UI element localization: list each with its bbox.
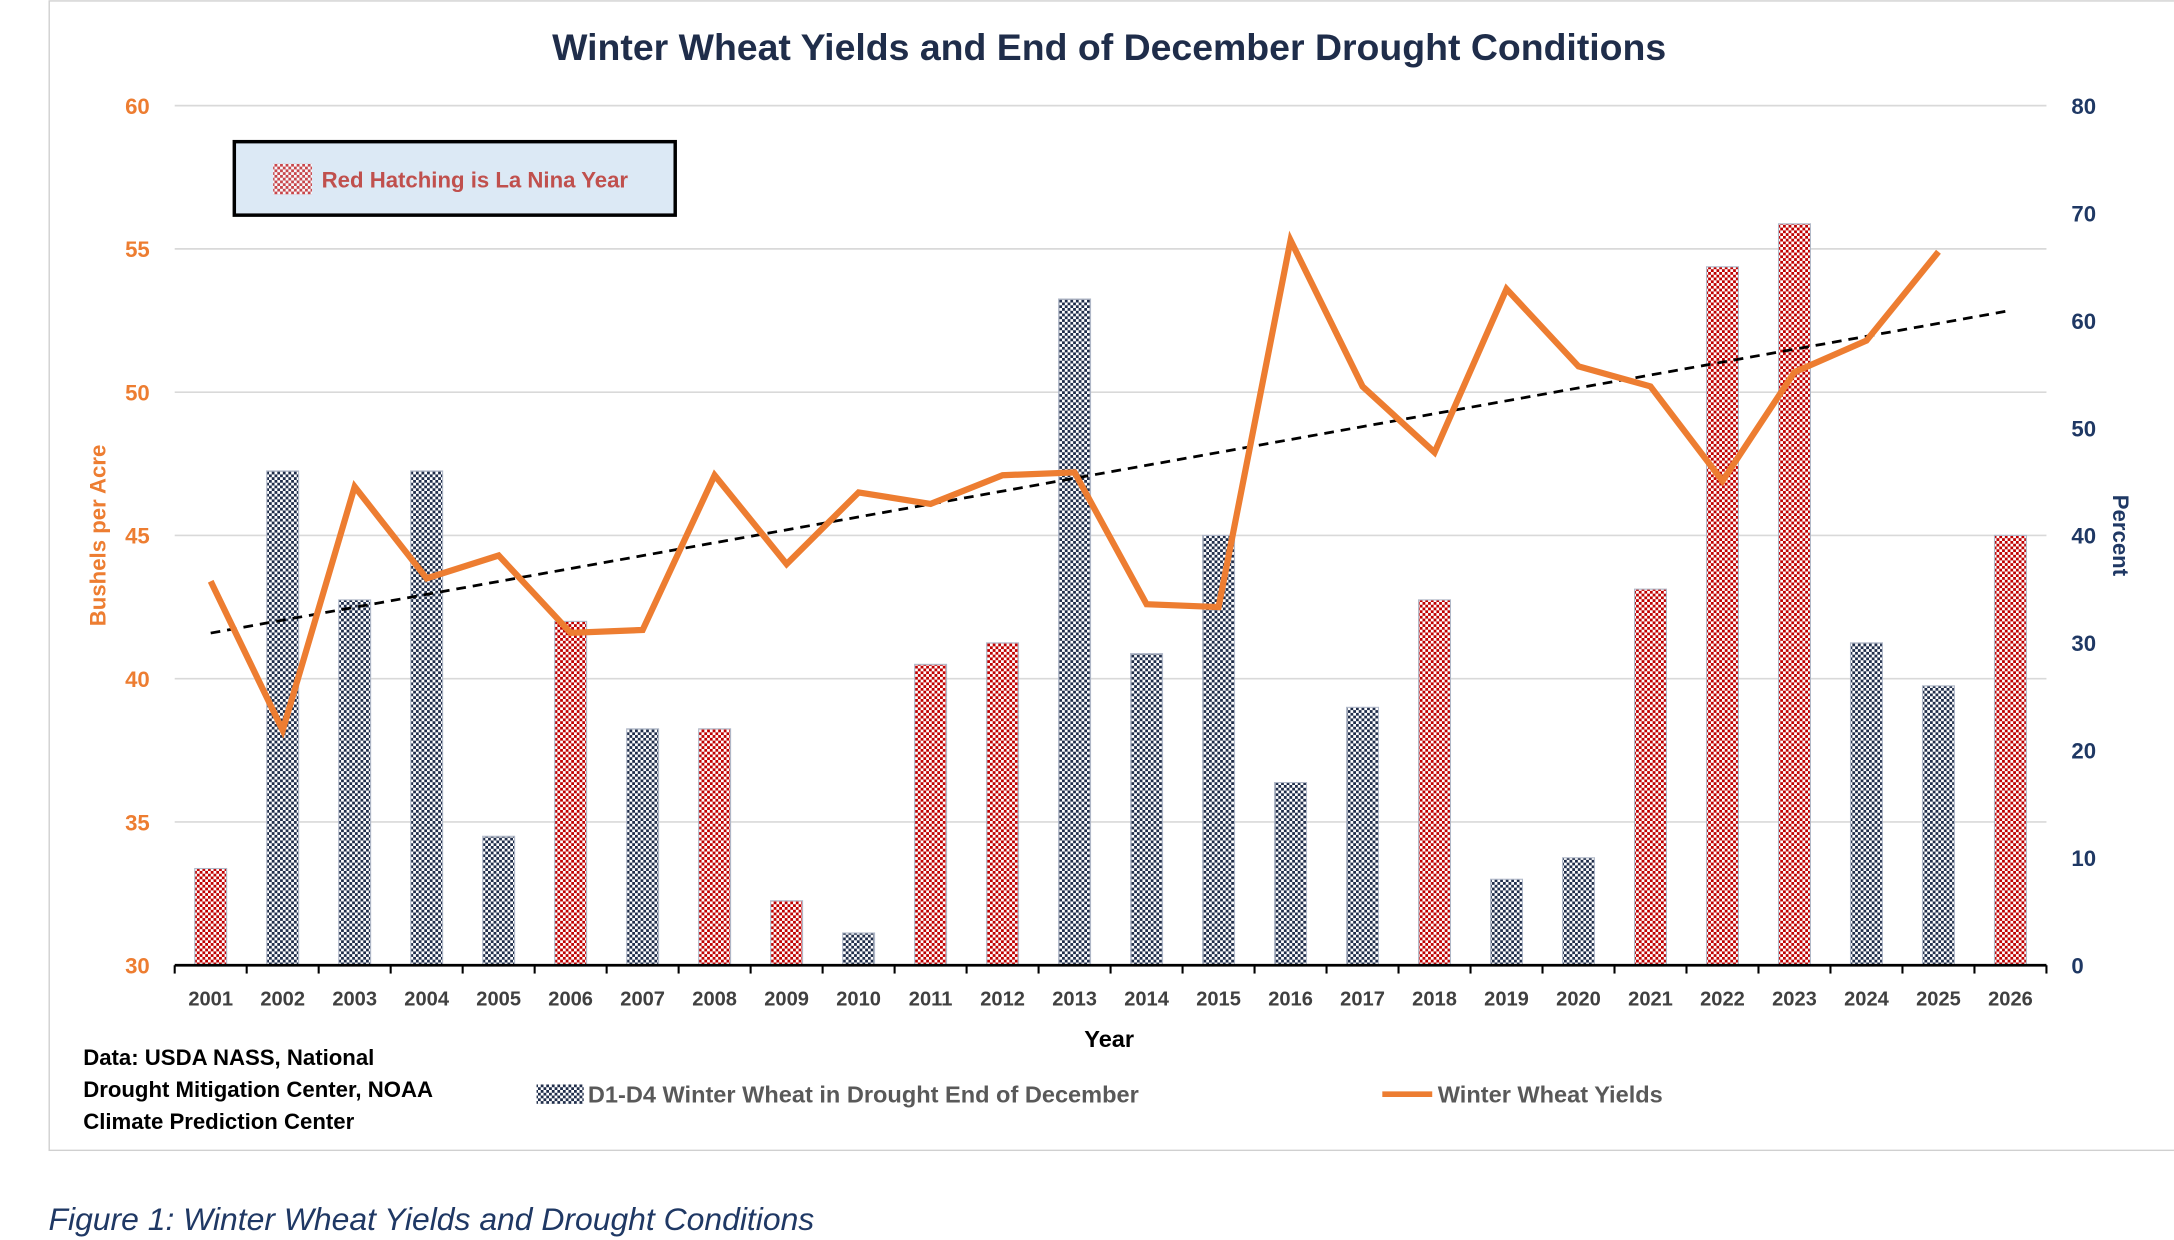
source-line-2: Drought Mitigation Center, NOAA — [83, 1077, 433, 1102]
legend: D1-D4 Winter Wheat in Drought End of Dec… — [536, 1081, 1663, 1107]
y-axis-right-label: Percent — [2108, 495, 2133, 577]
y-left-tick-label: 45 — [125, 524, 150, 549]
bar-2001 — [194, 867, 228, 966]
bar-2010 — [842, 932, 876, 966]
x-tick-label: 2007 — [620, 988, 665, 1010]
y-right-tick-label: 50 — [2071, 416, 2096, 441]
bar-2009 — [770, 900, 804, 966]
y-axis-left-label: Bushels per Acre — [85, 445, 110, 627]
legend-bar-swatch-icon — [536, 1084, 584, 1104]
y-right-tick-label: 10 — [2071, 846, 2096, 871]
x-tick-label: 2009 — [764, 988, 809, 1010]
figure-caption: Figure 1: Winter Wheat Yields and Drough… — [49, 1201, 815, 1237]
x-tick-label: 2018 — [1412, 988, 1457, 1010]
x-tick-label: 2017 — [1340, 988, 1385, 1010]
legend-line-label: Winter Wheat Yields — [1438, 1081, 1663, 1107]
bar-2022 — [1705, 266, 1739, 966]
x-tick-label: 2002 — [260, 988, 305, 1010]
x-tick-label: 2012 — [980, 988, 1025, 1010]
chart-title: Winter Wheat Yields and End of December … — [552, 26, 1666, 68]
x-tick-label: 2025 — [1916, 988, 1961, 1010]
y-right-tick-label: 70 — [2071, 201, 2096, 226]
y-right-tick-label: 20 — [2071, 739, 2096, 764]
bar-2014 — [1130, 653, 1164, 966]
x-tick-label: 2026 — [1988, 988, 2033, 1010]
bar-2020 — [1562, 857, 1596, 966]
bar-2011 — [914, 663, 948, 966]
red-hatch-swatch-icon — [273, 163, 312, 195]
la-nina-annotation: Red Hatching is La Nina Year — [232, 139, 677, 217]
y-left-tick-label: 40 — [125, 667, 150, 692]
yield-trendline — [210, 309, 2011, 635]
y-right-tick-label: 40 — [2071, 524, 2096, 549]
x-tick-label: 2019 — [1484, 988, 1529, 1010]
x-tick-label: 2024 — [1844, 988, 1890, 1010]
source-line-1: Data: USDA NASS, National — [83, 1045, 374, 1070]
x-tick-label: 2011 — [909, 988, 953, 1010]
bar-2019 — [1490, 878, 1524, 966]
bar-2017 — [1346, 706, 1380, 966]
x-tick-label: 2020 — [1556, 988, 1601, 1010]
y-left-tick-label: 30 — [125, 954, 150, 979]
x-tick-label: 2001 — [188, 988, 233, 1010]
bar-2006 — [554, 620, 588, 966]
x-tick-label: 2006 — [548, 988, 593, 1010]
y-right-tick-label: 80 — [2071, 94, 2096, 119]
x-tick-label: 2014 — [1124, 988, 1170, 1010]
bar-2025 — [1921, 685, 1955, 966]
x-tick-label: 2021 — [1628, 988, 1673, 1010]
y-right-tick-label: 30 — [2071, 631, 2096, 656]
bar-2013 — [1058, 298, 1092, 966]
bar-2005 — [482, 835, 516, 966]
x-tick-label: 2008 — [692, 988, 737, 1010]
bar-2021 — [1633, 588, 1667, 966]
y-right-tick-label: 60 — [2071, 309, 2096, 334]
y-left-tick-label: 55 — [125, 237, 150, 262]
x-tick-label: 2005 — [476, 988, 521, 1010]
x-tick-label: 2022 — [1700, 988, 1745, 1010]
bar-2023 — [1777, 223, 1811, 966]
x-tick-label: 2004 — [404, 988, 450, 1010]
y-right-tick-label: 0 — [2071, 954, 2083, 979]
x-tick-label: 2015 — [1196, 988, 1241, 1010]
bar-2002 — [266, 470, 300, 966]
source-note: Data: USDA NASS, National Drought Mitiga… — [83, 1045, 433, 1134]
x-tick-label: 2013 — [1052, 988, 1097, 1010]
bar-2026 — [1993, 534, 2027, 966]
bar-2007 — [626, 728, 660, 966]
bar-2016 — [1274, 782, 1308, 966]
bar-2024 — [1849, 642, 1883, 966]
bar-2003 — [338, 599, 372, 966]
bar-2012 — [986, 642, 1020, 966]
x-tick-label: 2003 — [332, 988, 377, 1010]
y-left-tick-label: 60 — [125, 94, 150, 119]
x-tick-label: 2016 — [1268, 988, 1313, 1010]
bar-2004 — [410, 470, 444, 966]
x-tick-label: 2010 — [836, 988, 881, 1010]
y-left-tick-label: 35 — [125, 810, 150, 835]
annotation-text: Red Hatching is La Nina Year — [322, 167, 629, 192]
bar-2008 — [698, 728, 732, 966]
y-left-tick-label: 50 — [125, 380, 150, 405]
x-tick-label: 2023 — [1772, 988, 1817, 1010]
x-axis-label: Year — [1084, 1026, 1134, 1052]
bar-2018 — [1418, 599, 1452, 966]
legend-bar-label: D1-D4 Winter Wheat in Drought End of Dec… — [588, 1081, 1139, 1107]
source-line-3: Climate Prediction Center — [83, 1109, 354, 1134]
